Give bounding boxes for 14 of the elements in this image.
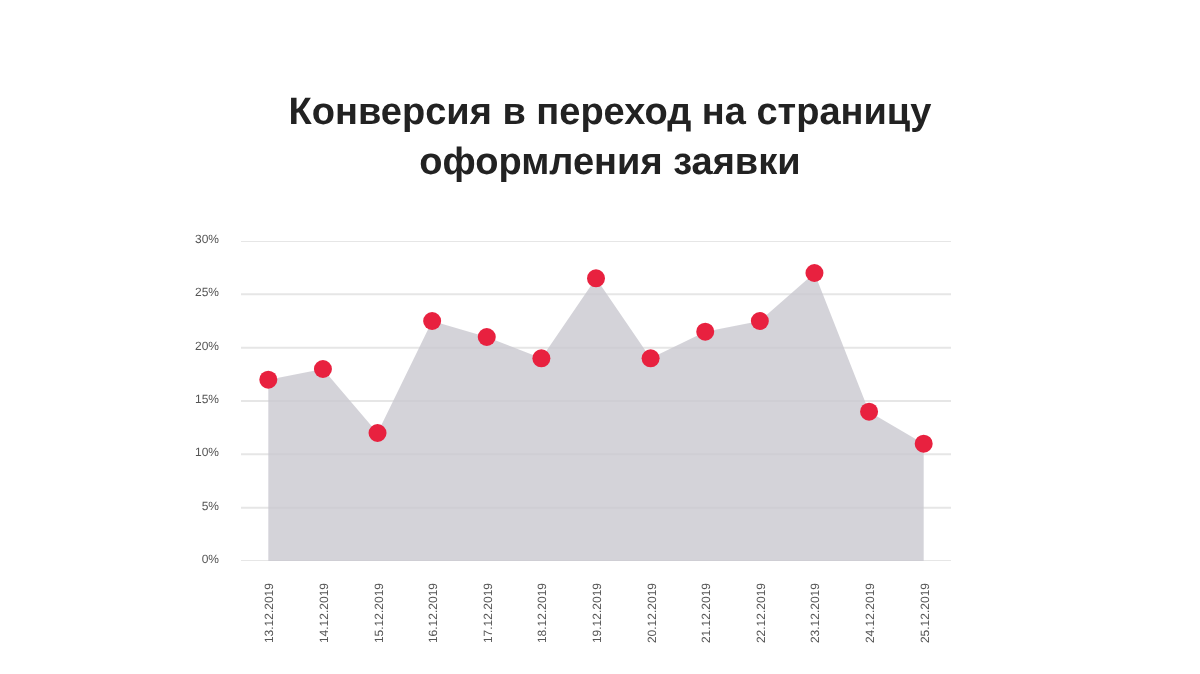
point	[860, 402, 879, 421]
point	[259, 370, 278, 389]
point	[696, 322, 715, 341]
point	[805, 264, 824, 282]
point	[423, 312, 442, 330]
point	[750, 312, 769, 330]
point	[532, 349, 551, 368]
point	[368, 424, 387, 442]
chart-title: Конверсия в переход на страницу оформления заявки	[288, 90, 932, 188]
point	[587, 269, 605, 288]
point	[914, 434, 933, 453]
point	[641, 349, 660, 368]
point	[477, 328, 496, 346]
point	[313, 360, 332, 378]
